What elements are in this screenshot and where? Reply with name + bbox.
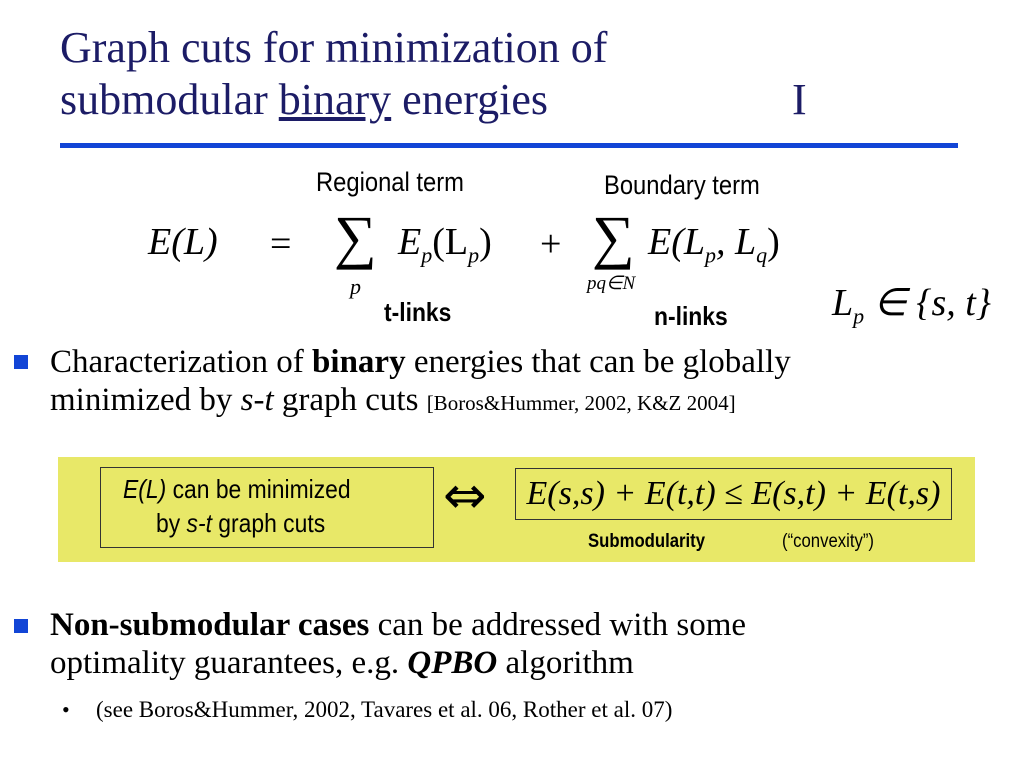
- t: E(L) can be minimized: [123, 474, 351, 505]
- t: Non-submodular cases: [50, 607, 370, 643]
- t: binary: [312, 344, 406, 380]
- title-underlined: binary: [278, 75, 392, 124]
- label-set: Lp ∈ {s, t}: [832, 280, 991, 330]
- t: graph cuts: [211, 508, 326, 538]
- t: p: [468, 242, 480, 268]
- n-links-label: n-links: [654, 301, 728, 331]
- t: s-t: [186, 508, 212, 538]
- t: ): [479, 221, 492, 263]
- graph-cut-statement-box: E(L) can be minimized by s-t graph cuts: [100, 467, 434, 548]
- t: can be minimized: [166, 474, 351, 504]
- t: , L: [716, 221, 757, 263]
- t: ∈ {s, t}: [873, 282, 991, 324]
- convexity-label: (“convexity”): [782, 531, 874, 552]
- highlight-panel: [58, 457, 975, 562]
- title-line-2: submodular binary energies: [60, 74, 607, 126]
- title-line-1: Graph cuts for minimization of: [60, 23, 608, 72]
- citation: [Boros&Hummer, 2002, K&Z 2004]: [426, 391, 736, 415]
- t: E(L): [123, 474, 167, 504]
- submodularity-label: Submodularity: [588, 531, 706, 552]
- eq-equals: =: [270, 223, 292, 265]
- t: ): [767, 221, 780, 263]
- t: E: [398, 221, 422, 263]
- submodularity-inequality: E(s,s) + E(t,t) ≤ E(s,t) + E(t,s): [515, 468, 952, 520]
- bullet-2: Non-submodular cases can be addressed wi…: [50, 606, 746, 682]
- regional-term-label: Regional term: [316, 167, 464, 197]
- t: optimality guarantees, e.g.: [50, 645, 408, 681]
- bullet-1: Characterization of binary energies that…: [50, 343, 791, 422]
- t: p: [853, 303, 865, 329]
- title-part: I: [792, 75, 807, 124]
- sum2-index: pq∈N: [587, 273, 636, 294]
- sum-symbol-1: ∑: [334, 204, 377, 270]
- eq-plus: +: [540, 223, 562, 265]
- bullet-marker-icon: [14, 619, 28, 633]
- eq-term1: Ep(Lp): [398, 220, 492, 269]
- t: QPBO: [407, 645, 498, 681]
- t: by: [156, 508, 187, 538]
- t: L: [832, 282, 854, 324]
- t: algorithm: [497, 645, 634, 681]
- t: by s-t graph cuts: [156, 508, 325, 539]
- eq-term2: E(Lp, Lq): [648, 220, 780, 269]
- eq-lhs: E(L): [148, 221, 218, 263]
- title-text: submodular: [60, 75, 279, 124]
- sub-bullet-marker: •: [62, 697, 70, 722]
- t: s-t: [240, 382, 274, 418]
- t-links-label: t-links: [384, 297, 452, 327]
- iff-arrow-icon: ⇔: [443, 466, 487, 526]
- sub-bullet-text: (see Boros&Hummer, 2002, Tavares et al. …: [96, 697, 673, 722]
- sum-symbol-2: ∑: [592, 204, 635, 270]
- t: Characterization of: [50, 344, 313, 380]
- bullet-marker-icon: [14, 355, 28, 369]
- t: p: [421, 242, 433, 268]
- slide-title: Graph cuts for minimization of submodula…: [60, 22, 607, 126]
- t: graph cuts: [273, 382, 427, 418]
- t: p: [705, 242, 716, 268]
- t: E(L: [648, 221, 705, 263]
- boundary-term-label: Boundary term: [604, 170, 760, 200]
- title-underline-rule: [60, 143, 958, 148]
- title-text: energies: [391, 75, 548, 124]
- t: can be addressed with some: [369, 607, 747, 643]
- t: minimized by: [50, 382, 241, 418]
- t: energies that can be globally: [405, 344, 791, 380]
- t: (L: [432, 221, 469, 263]
- t: q: [756, 242, 768, 268]
- sum1-index: p: [350, 274, 361, 299]
